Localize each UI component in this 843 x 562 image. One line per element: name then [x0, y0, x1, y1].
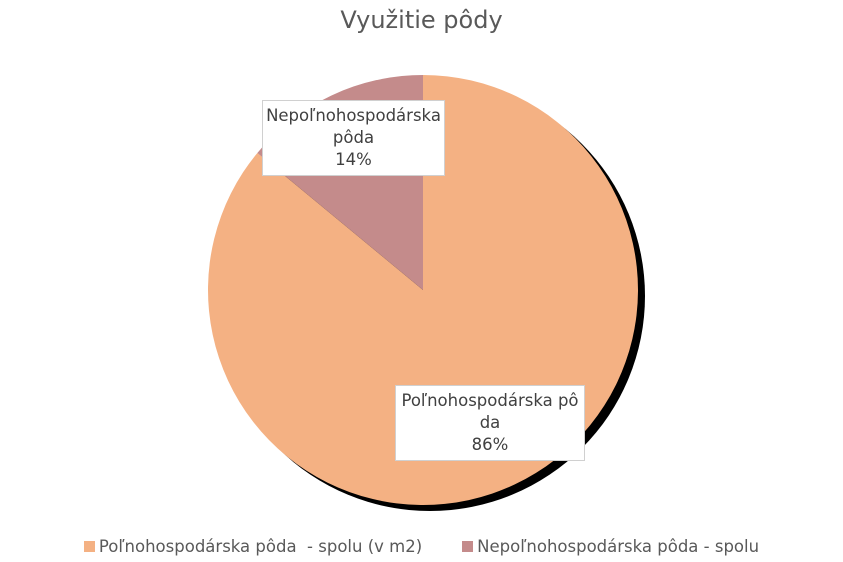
data-label-value: 14%	[335, 150, 372, 169]
legend-item: Poľnohospodárska pôda - spolu (v m2)	[83, 537, 423, 556]
data-label-value: 86%	[471, 435, 509, 454]
legend-item: Nepoľnohospodárska pôda - spolu	[462, 537, 759, 556]
legend-swatch	[462, 541, 474, 552]
chart-title: Využitie pôdy	[340, 6, 503, 34]
legend-label: Poľnohospodárska pôda - spolu (v m2)	[98, 537, 423, 556]
legend: Poľnohospodárska pôda - spolu (v m2) Nepo…	[0, 537, 843, 556]
data-label: Nepoľnohospodárska pôda 14%	[262, 100, 445, 176]
data-label-category: Nepoľnohospodárska pôda	[266, 106, 441, 147]
legend-label: Nepoľnohospodárska pôda - spolu	[477, 537, 760, 556]
legend-swatch	[83, 541, 95, 552]
data-label: Poľnohospodárska pôda 86%	[395, 385, 585, 461]
data-label-category: Poľnohospodárska pôda	[401, 391, 579, 432]
